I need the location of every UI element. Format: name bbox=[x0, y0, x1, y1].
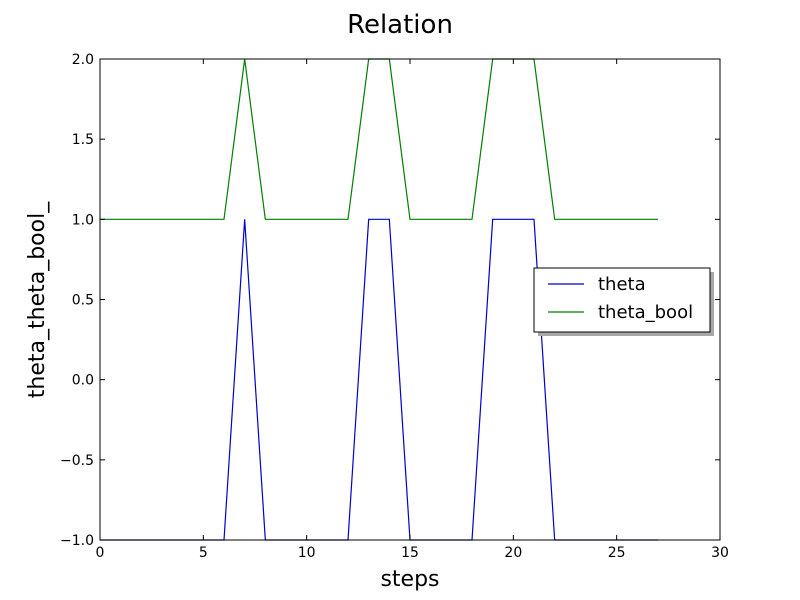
x-tick-label: 0 bbox=[96, 545, 105, 561]
x-tick-label: 15 bbox=[401, 545, 419, 561]
x-tick-label: 25 bbox=[608, 545, 626, 561]
legend-label-theta-bool: theta_bool bbox=[598, 302, 693, 323]
x-tick-label: 10 bbox=[298, 545, 316, 561]
x-axis-title: steps bbox=[380, 567, 439, 592]
chart-title: Relation bbox=[347, 10, 453, 40]
y-tick-label: 0.5 bbox=[72, 293, 94, 309]
legend-label-theta: theta bbox=[598, 274, 646, 295]
legend-box bbox=[533, 267, 711, 333]
legend: theta theta_bool bbox=[533, 267, 714, 336]
y-tick-label: 1.0 bbox=[72, 212, 94, 228]
x-tick-label: 30 bbox=[711, 545, 729, 561]
x-tick-label: 20 bbox=[504, 545, 522, 561]
y-tick-label: −0.5 bbox=[60, 453, 94, 469]
x-tick-label: 5 bbox=[199, 545, 208, 561]
axis-ticks: 0 5 10 15 20 25 30 −1.0 −0.5 0.0 0.5 1.0 1.5 2.0 bbox=[60, 52, 729, 561]
y-tick-label: 1.5 bbox=[72, 132, 94, 148]
y-tick-label: 2.0 bbox=[72, 52, 94, 68]
series-line-theta-bool bbox=[100, 58, 658, 220]
series-line-theta bbox=[100, 218, 658, 541]
y-axis-title: theta_theta_bool_ bbox=[25, 201, 50, 398]
y-tick-label: −1.0 bbox=[60, 533, 94, 549]
y-tick-label: 0.0 bbox=[72, 373, 94, 389]
